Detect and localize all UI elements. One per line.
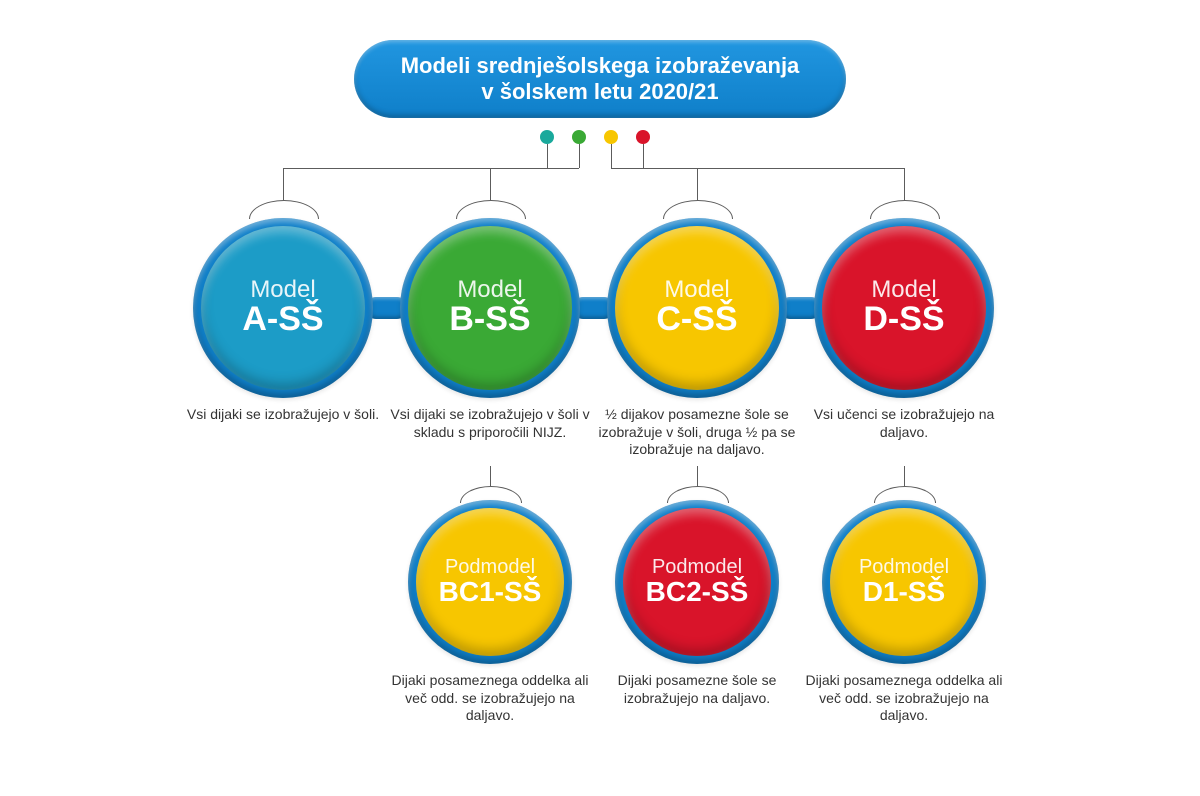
submodel-bc2-inner: PodmodelBC2-SŠ bbox=[623, 508, 771, 656]
connector-line bbox=[490, 466, 491, 486]
connector-arc bbox=[249, 200, 319, 219]
top-desc-3: Vsi učenci se izobražujejo na daljavo. bbox=[804, 406, 1004, 441]
submodel-bc1: PodmodelBC1-SŠ bbox=[408, 500, 572, 664]
model-d-label-top: Model bbox=[871, 278, 936, 302]
submodel-bc1-label-top: Podmodel bbox=[445, 557, 535, 577]
submodel-bc1-label-main: BC1-SŠ bbox=[439, 577, 542, 606]
connector-line bbox=[643, 168, 904, 169]
connector-arc bbox=[456, 200, 526, 219]
top-desc-2: ½ dijakov posamezne šole se izobražuje v… bbox=[597, 406, 797, 459]
connector-line bbox=[697, 466, 698, 486]
model-a-label-main: A-SŠ bbox=[242, 302, 323, 338]
bottom-desc-0: Dijaki posameznega oddelka ali več odd. … bbox=[390, 672, 590, 725]
model-c-label-main: C-SŠ bbox=[656, 302, 737, 338]
connector-line bbox=[490, 168, 579, 169]
model-a-label-top: Model bbox=[250, 278, 315, 302]
model-c: ModelC-SŠ bbox=[607, 218, 787, 398]
submodel-d1-label-top: Podmodel bbox=[859, 557, 949, 577]
model-a: ModelA-SŠ bbox=[193, 218, 373, 398]
model-c-label-top: Model bbox=[664, 278, 729, 302]
model-a-inner: ModelA-SŠ bbox=[201, 226, 365, 390]
submodel-bc1-inner: PodmodelBC1-SŠ bbox=[416, 508, 564, 656]
title-line2: v šolskem letu 2020/21 bbox=[481, 79, 718, 105]
dot-red bbox=[636, 130, 650, 144]
dot-yellow bbox=[604, 130, 618, 144]
connector-line bbox=[283, 168, 284, 200]
bottom-desc-1: Dijaki posamezne šole se izobražujejo na… bbox=[597, 672, 797, 707]
model-b-label-top: Model bbox=[457, 278, 522, 302]
dot-teal bbox=[540, 130, 554, 144]
submodel-bc2-label-top: Podmodel bbox=[652, 557, 742, 577]
diagram-canvas: Modeli srednješolskega izobraževanjav šo… bbox=[0, 0, 1200, 796]
bottom-desc-2: Dijaki posameznega oddelka ali več odd. … bbox=[804, 672, 1004, 725]
model-b-inner: ModelB-SŠ bbox=[408, 226, 572, 390]
submodel-d1-label-main: D1-SŠ bbox=[863, 577, 945, 606]
connector-line bbox=[579, 144, 580, 168]
model-d: ModelD-SŠ bbox=[814, 218, 994, 398]
submodel-d1-inner: PodmodelD1-SŠ bbox=[830, 508, 978, 656]
model-b-label-main: B-SŠ bbox=[449, 302, 530, 338]
connector-line bbox=[490, 168, 491, 200]
connector-line bbox=[611, 144, 612, 168]
submodel-d1: PodmodelD1-SŠ bbox=[822, 500, 986, 664]
connector-line bbox=[904, 466, 905, 486]
connector-line bbox=[697, 168, 698, 200]
submodel-bc2-label-main: BC2-SŠ bbox=[646, 577, 749, 606]
connector-line bbox=[904, 168, 905, 200]
connector-arc bbox=[870, 200, 940, 219]
submodel-bc2: PodmodelBC2-SŠ bbox=[615, 500, 779, 664]
top-desc-0: Vsi dijaki se izobražujejo v šoli. bbox=[183, 406, 383, 424]
title-line1: Modeli srednješolskega izobraževanja bbox=[401, 53, 800, 79]
model-d-inner: ModelD-SŠ bbox=[822, 226, 986, 390]
dot-green bbox=[572, 130, 586, 144]
connector-line bbox=[547, 144, 548, 168]
title-pill: Modeli srednješolskega izobraževanjav šo… bbox=[354, 40, 846, 118]
top-desc-1: Vsi dijaki se izobražujejo v šoli v skla… bbox=[390, 406, 590, 441]
model-d-label-main: D-SŠ bbox=[863, 302, 944, 338]
model-b: ModelB-SŠ bbox=[400, 218, 580, 398]
model-c-inner: ModelC-SŠ bbox=[615, 226, 779, 390]
connector-line bbox=[643, 144, 644, 168]
connector-arc bbox=[663, 200, 733, 219]
